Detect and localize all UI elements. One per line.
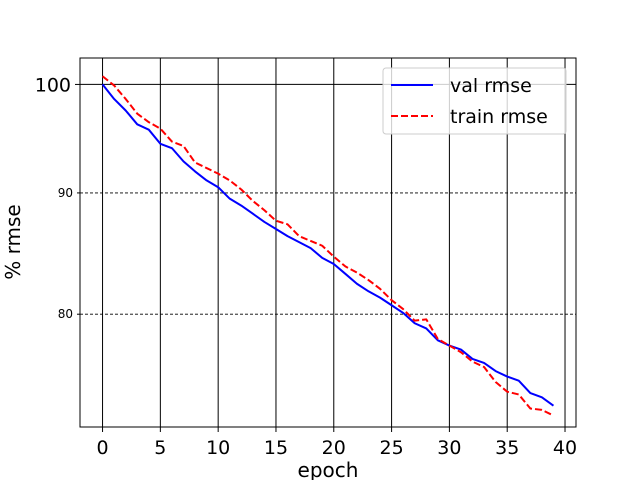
y-minor-tick-label: 80 (58, 307, 73, 321)
plot-frame (79, 57, 577, 428)
x-tick-label: 10 (206, 437, 230, 459)
x-tick-label: 25 (379, 437, 403, 459)
x-tick-label: 40 (553, 437, 577, 459)
series-lines (101, 75, 555, 417)
x-tick-label: 15 (264, 437, 288, 459)
x-axis-label: epoch (298, 458, 359, 480)
y-minor-tick-label: 90 (58, 186, 73, 200)
y-axis-label: % rmse (1, 204, 25, 279)
series-line-val-rmse (101, 83, 555, 407)
axis-ticks: 0 5 10 15 20 25 30 35 40 100 80 90 (35, 74, 577, 459)
x-tick-label: 0 (96, 437, 108, 459)
series-line-train-rmse (101, 75, 554, 417)
x-tick-label: 35 (495, 437, 519, 459)
legend-label-train-rmse: train rmse (450, 106, 548, 128)
x-tick-label: 5 (154, 437, 166, 459)
y-tick-label: 100 (35, 74, 71, 96)
x-tick-label: 30 (437, 437, 461, 459)
legend: val rmse train rmse (382, 67, 567, 135)
legend-label-val-rmse: val rmse (450, 75, 532, 97)
x-tick-label: 20 (322, 437, 346, 459)
